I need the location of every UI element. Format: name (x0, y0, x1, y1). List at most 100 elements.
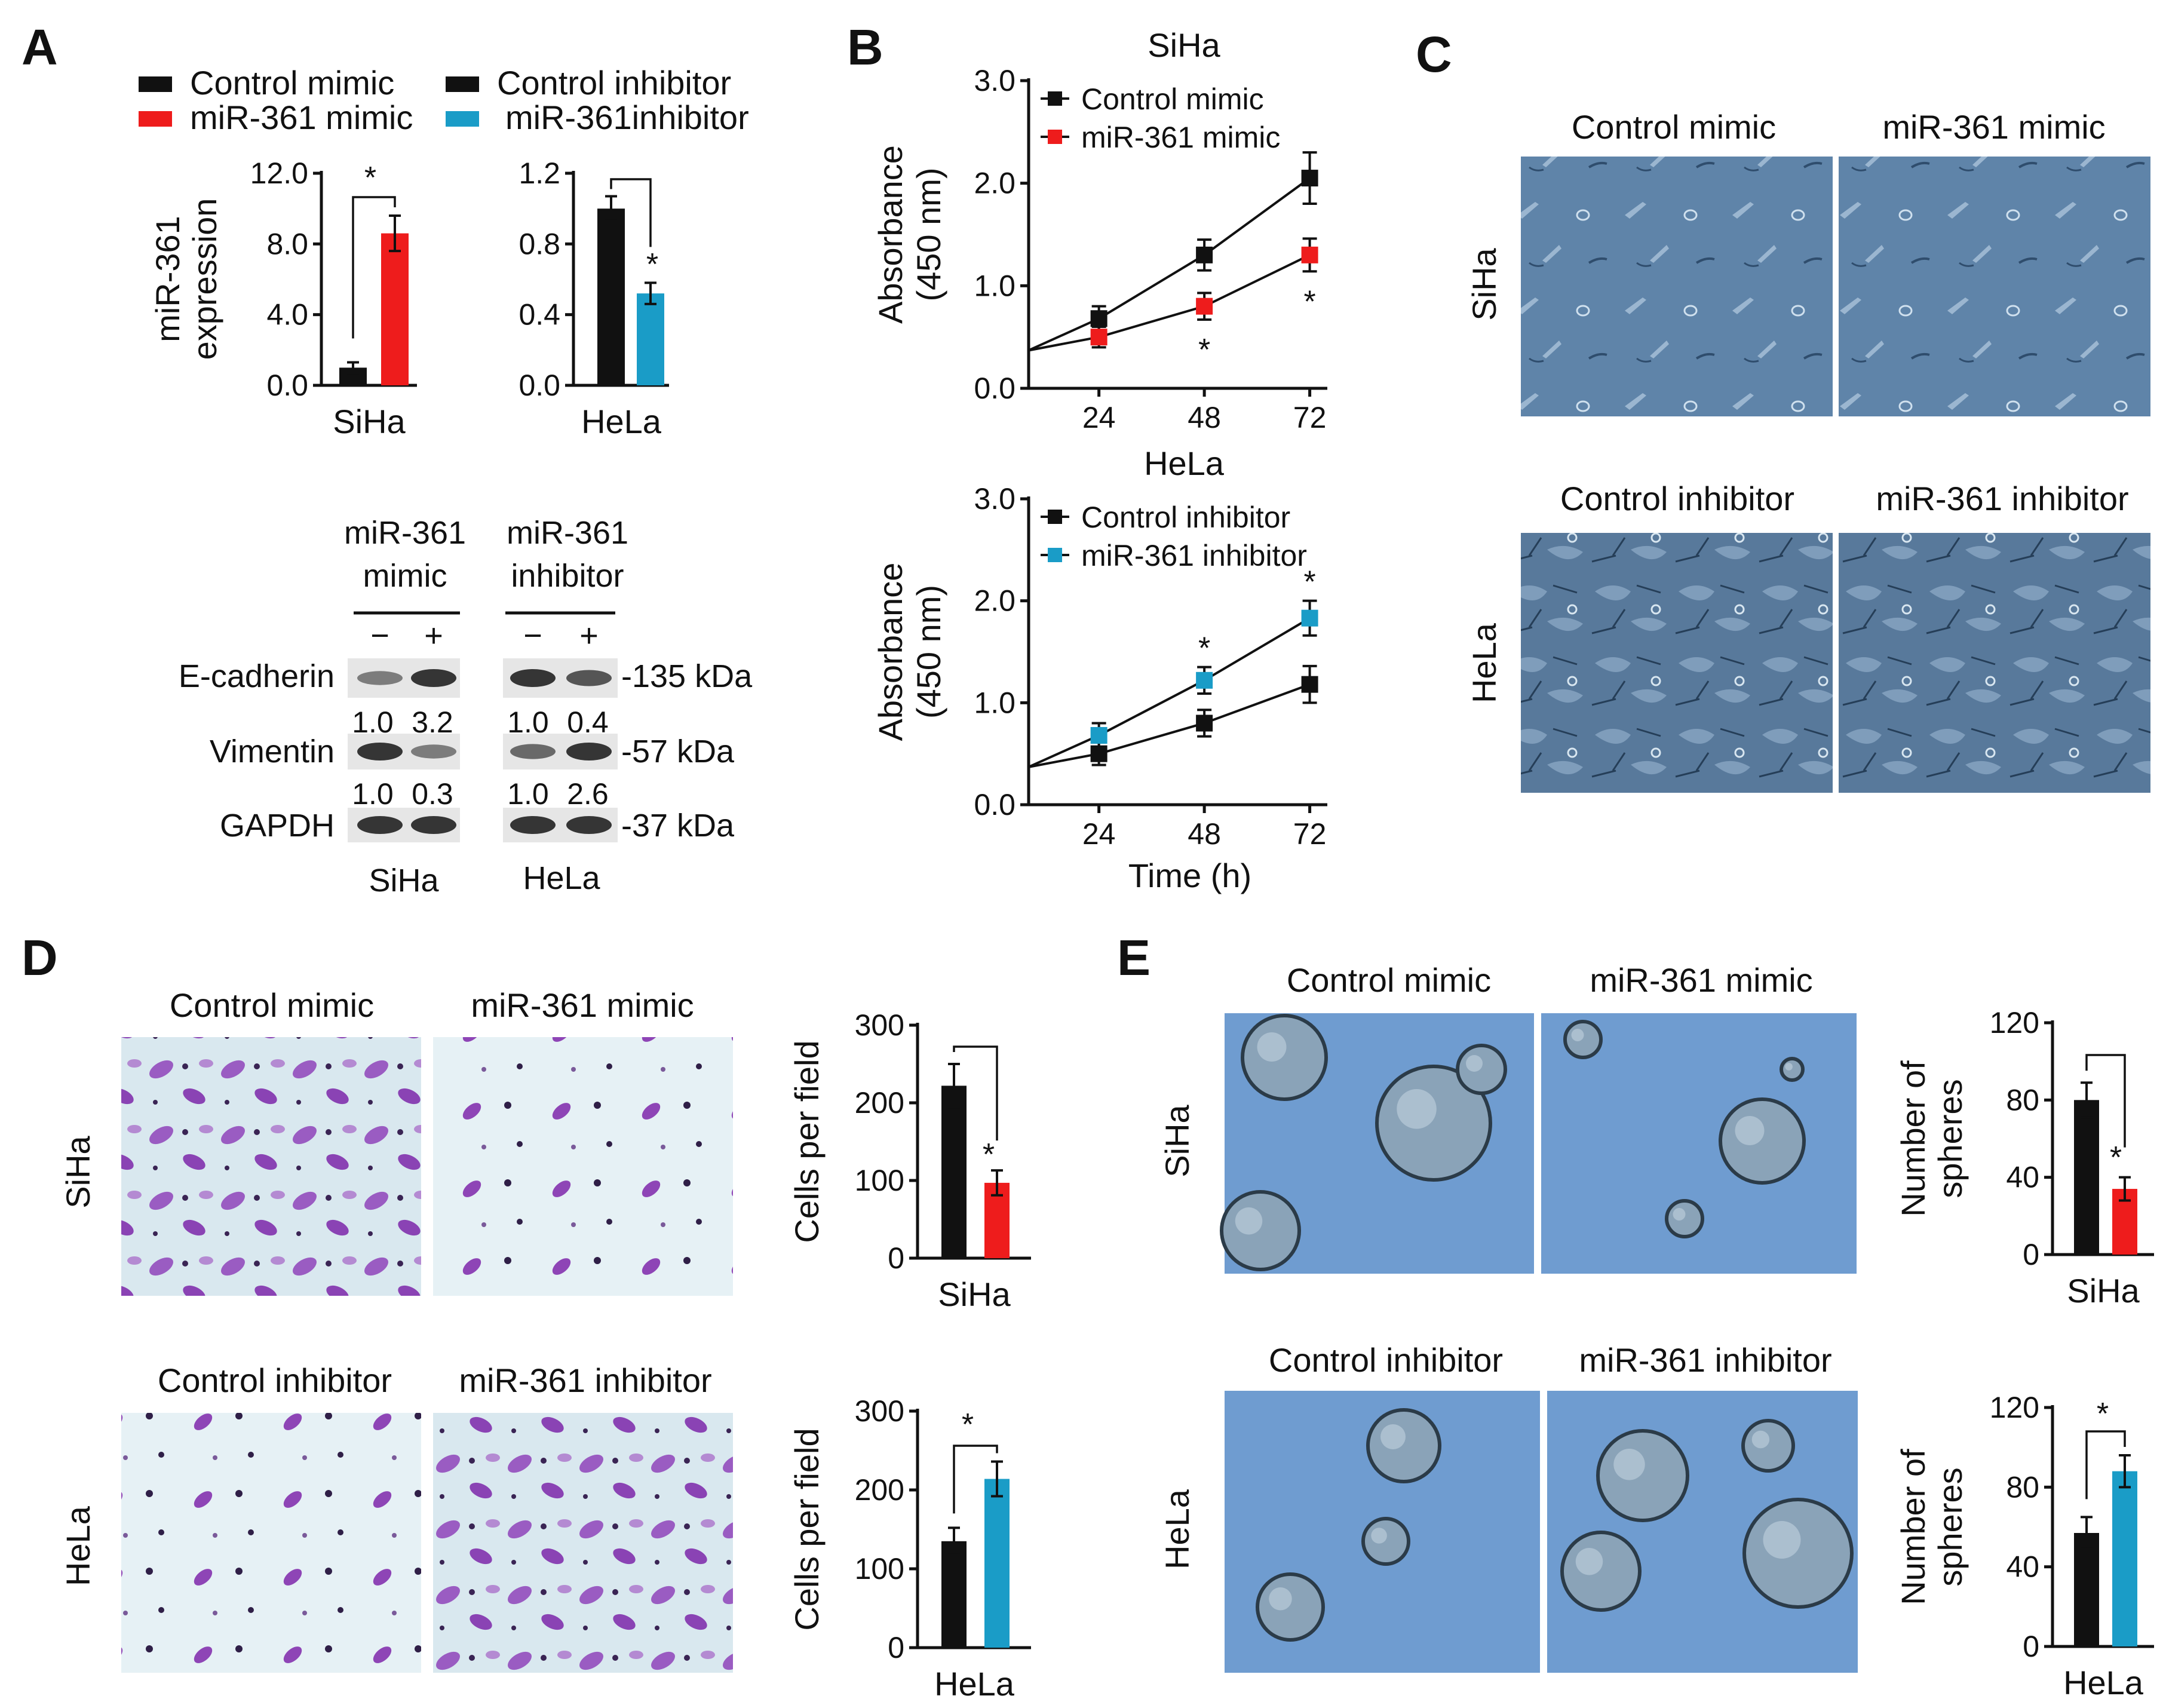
series-line (1028, 683, 1311, 768)
crystal-hela-control-inhibitor (121, 1413, 421, 1673)
legend-marker (1048, 510, 1062, 524)
significance-star: * (2097, 1397, 2109, 1431)
x-axis-label: HeLa (934, 1665, 1015, 1703)
chart-a-hela: 0.0 0.4 0.8 1.2 * HeLa (519, 157, 669, 440)
y-axis-label: miR-361 (149, 216, 186, 342)
y-tick-label: 120 (1990, 1006, 2039, 1039)
panel-label-e: E (1117, 930, 1151, 986)
series-line (1028, 177, 1311, 352)
legend-swatch-control-inhibitor (446, 76, 479, 92)
y-axis-label: (450 nm) (910, 167, 947, 301)
blot-cell-hela: HeLa (523, 860, 600, 896)
legend-marker (1048, 91, 1062, 106)
sphere (1241, 1014, 1328, 1101)
blot-lane-minus: − (523, 618, 542, 654)
blot-cell-siha: SiHa (369, 863, 439, 899)
sphere-highlight (1575, 1548, 1603, 1575)
sphere (1560, 1531, 1642, 1612)
y-tick-label: 4.0 (266, 298, 308, 332)
legend-swatch-mir361-inhibitor (446, 111, 479, 127)
blot-band (357, 816, 403, 834)
x-tick-label: 24 (1082, 817, 1116, 851)
blot-band (357, 671, 403, 685)
chart-b-hela: 0.0 1.0 2.0 3.0 24 48 72 HeLa Absorbance (450 nm)… (872, 444, 1327, 894)
sphere (1780, 1057, 1805, 1082)
x-tick-label: 48 (1188, 401, 1221, 434)
bar-control (941, 1085, 967, 1258)
chart-d-siha: 0 100 200 300 * SiHa Cells per field (788, 1008, 1031, 1313)
significance-star: * (1198, 333, 1210, 367)
blot-size-marker: -135 kDa (621, 658, 753, 694)
y-tick-label: 100 (855, 1164, 904, 1197)
blot-lane-plus: + (424, 618, 443, 654)
sphere-highlight (1571, 1029, 1584, 1041)
y-axis-label: spheres (1931, 1467, 1969, 1586)
legend-label: Control mimic (1081, 82, 1264, 116)
legend-label: miR-361 mimic (1081, 121, 1280, 154)
data-point (1196, 298, 1213, 315)
chart-title: SiHa (1148, 26, 1220, 64)
x-axis-label: SiHa (2067, 1272, 2140, 1310)
y-tick-label: 2.0 (974, 584, 1015, 618)
y-tick-label: 0.0 (974, 788, 1015, 821)
blot-quant-value: 0.4 (567, 706, 609, 739)
d-row-label-hela: HeLa (59, 1505, 97, 1586)
y-tick-label: 3.0 (974, 482, 1015, 516)
data-point (1196, 246, 1213, 263)
y-tick-label: 120 (1990, 1391, 2039, 1424)
panel-e-images: Control mimic miR-361 mimic Control inhibi… (1158, 961, 1858, 1673)
chart-title: HeLa (1144, 444, 1225, 482)
d-row-label-siha: SiHa (59, 1135, 97, 1208)
y-tick-label: 12.0 (250, 157, 308, 190)
data-point (1090, 726, 1107, 744)
blot-lane-plus: + (579, 618, 599, 654)
y-tick-label: 300 (855, 1008, 904, 1042)
y-tick-label: 2.0 (974, 167, 1015, 200)
y-tick-label: 1.2 (519, 157, 560, 190)
significance-star: * (364, 161, 376, 195)
blot-quant-value: 1.0 (507, 706, 549, 739)
blot-group-inhibitor-line2: inhibitor (511, 558, 624, 594)
sphere-highlight (1751, 1430, 1770, 1449)
significance-star: * (962, 1408, 974, 1442)
blot-band (566, 743, 612, 761)
x-axis-label: HeLa (581, 403, 662, 440)
significance-bracket (2085, 1430, 2126, 1500)
blot-group-mimic-line2: mimic (363, 558, 447, 594)
c-label-control-mimic: Control mimic (1572, 108, 1776, 146)
sphere (1665, 1199, 1704, 1238)
sphere-highlight (1235, 1207, 1263, 1235)
x-tick-label: 72 (1293, 401, 1327, 434)
sphere-highlight (1763, 1521, 1801, 1559)
sphere-highlight (1785, 1063, 1793, 1071)
data-point (1090, 310, 1107, 327)
y-tick-label: 100 (855, 1552, 904, 1586)
significance-bracket (2085, 1054, 2126, 1148)
blot-lane-minus: − (370, 618, 389, 654)
sphere-highlight (1269, 1587, 1292, 1611)
series-line (1028, 254, 1311, 352)
y-tick-label: 1.0 (974, 686, 1015, 719)
sphere-highlight (1735, 1116, 1765, 1145)
sphere-highlight (1371, 1528, 1387, 1544)
bar-control (597, 208, 625, 385)
c-row-label-hela: HeLa (1465, 623, 1503, 703)
e-row-label-siha: SiHa (1158, 1104, 1196, 1177)
significance-bracket (610, 178, 652, 247)
sphere (1563, 1020, 1603, 1059)
bar-treatment (2112, 1471, 2137, 1646)
panel-label-d: D (22, 930, 58, 986)
bar-control (941, 1541, 967, 1648)
crystal-siha-mir361-mimic (433, 1037, 733, 1296)
blot-size-marker: -57 kDa (621, 734, 735, 769)
data-point (1301, 170, 1318, 187)
y-tick-label: 0 (2023, 1630, 2039, 1663)
sphere (1596, 1429, 1689, 1522)
blot-band (411, 744, 456, 759)
y-tick-label: 1.0 (974, 269, 1015, 302)
significance-star: * (1303, 565, 1315, 600)
bar-treatment (637, 293, 664, 385)
d-label-mir361-inhibitor: miR-361 inhibitor (459, 1362, 711, 1399)
blot-size-marker: -37 kDa (621, 808, 735, 844)
